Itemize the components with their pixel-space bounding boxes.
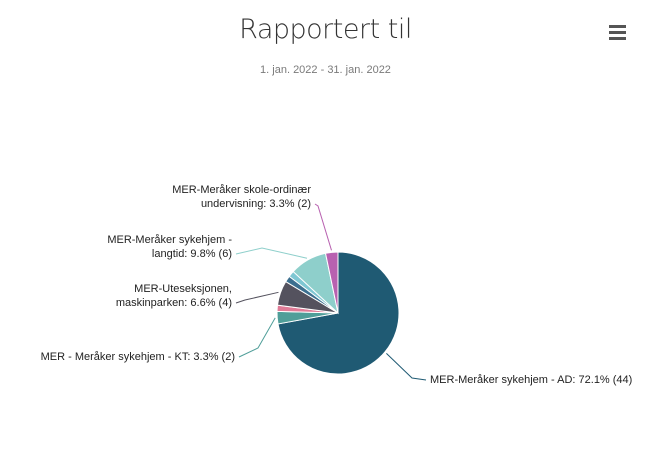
- hamburger-menu-icon[interactable]: [606, 22, 630, 44]
- data-label: MER-Meråker sykehjem - AD: 72.1% (44): [430, 374, 632, 386]
- label-connector: [235, 247, 308, 259]
- data-label: MER-Meråker sykehjem -langtid: 9.8% (6): [107, 234, 232, 260]
- label-connector: [238, 317, 276, 358]
- label-connector: [235, 291, 279, 304]
- data-label: MER - Meråker sykehjem - KT: 3.3% (2): [41, 351, 235, 363]
- pie-slice[interactable]: [324, 251, 339, 314]
- data-label: MER-Uteseksjonen, maskinparken: 6.6% (4): [116, 283, 232, 309]
- label-connector: [386, 353, 427, 381]
- data-label: MER-Meråker skole-ordinær undervisning: 3…: [172, 184, 311, 210]
- chart-subtitle: 1. jan. 2022 - 31. jan. 2022: [260, 64, 391, 76]
- chart-title: Rapportert til: [239, 14, 412, 45]
- label-connector: [314, 203, 332, 251]
